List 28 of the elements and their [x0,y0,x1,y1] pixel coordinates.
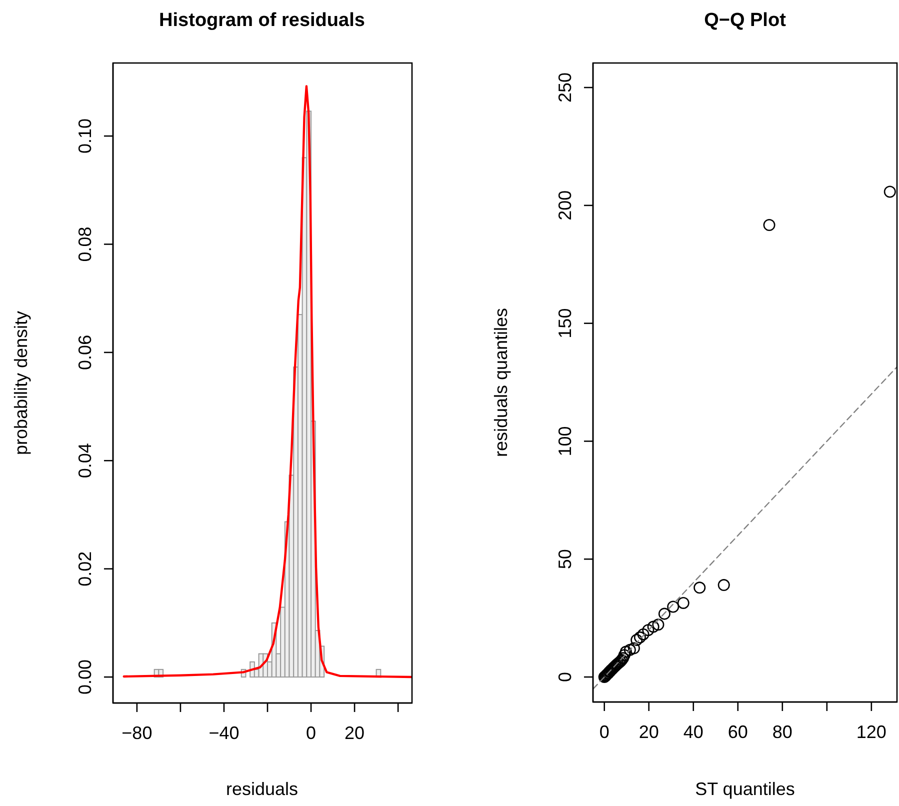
chart-title: Q−Q Plot [704,10,787,31]
y-axis-title: probability density [11,310,31,456]
y-tick-label: 0.06 [75,334,95,370]
x-tick-label: 0 [599,722,610,742]
x-tick-label: 60 [728,722,748,742]
x-tick-label: 20 [638,722,659,742]
x-tick-label: 40 [683,722,704,742]
y-tick-label: 50 [555,549,575,570]
y-tick-label: 0.02 [75,551,95,586]
y-tick-label: 0.10 [75,118,95,154]
x-tick-label: −80 [122,722,152,743]
y-tick-label: 0.08 [75,226,95,262]
y-tick-label: 0.04 [75,443,95,478]
y-tick-label: 250 [555,72,575,103]
x-tick-label: 120 [856,722,886,742]
x-tick-label: 0 [306,722,316,743]
x-tick-label: 80 [772,722,792,742]
y-tick-label: 200 [555,190,575,220]
y-axis-title: residuals quantiles [491,308,511,458]
x-tick-label: −40 [208,722,240,743]
chart-title: Histogram of residuals [159,10,365,31]
y-tick-label: 0 [555,672,575,682]
x-axis-title: ST quantiles [695,779,795,799]
x-tick-label: 20 [344,722,365,743]
y-tick-label: 150 [555,308,575,338]
y-tick-label: 0.00 [75,660,95,695]
x-axis-title: residuals [226,779,298,799]
y-tick-label: 100 [555,426,575,456]
